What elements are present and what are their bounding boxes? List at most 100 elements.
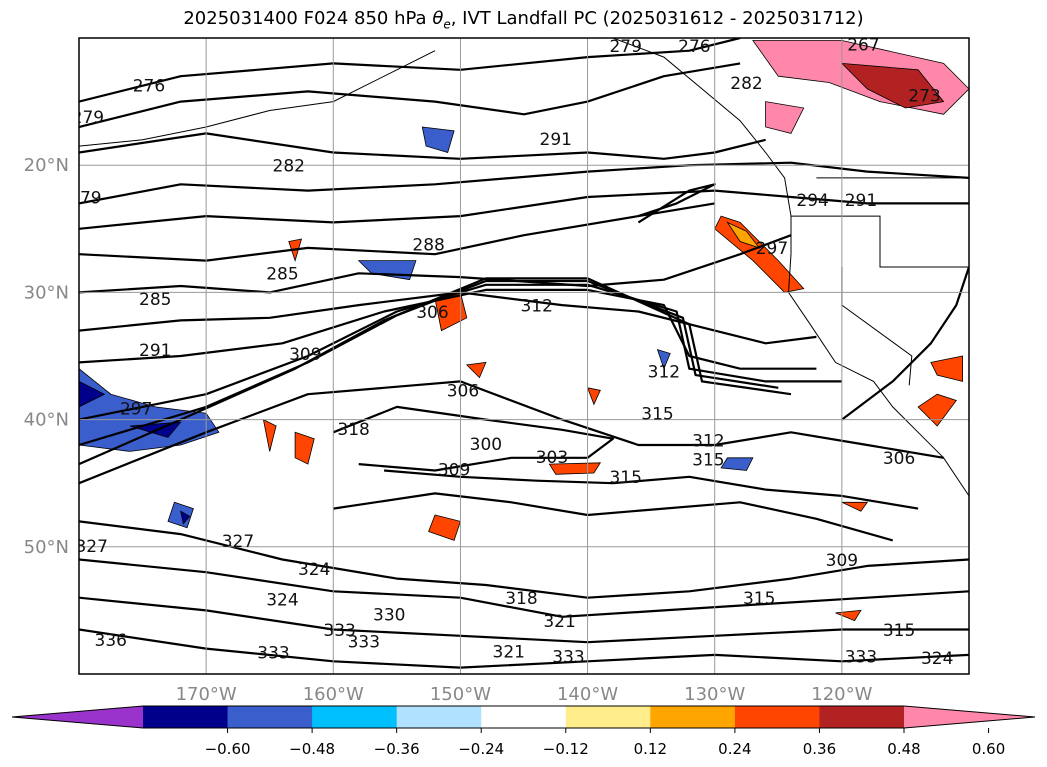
- contour-label: 315: [883, 621, 915, 641]
- colorbar: −0.60 −0.48 −0.36 −0.24 −0.12 0.12 0.24 0.36 0.4…: [11, 705, 1036, 758]
- contour-label: 315: [641, 405, 673, 425]
- contour-label: 321: [543, 612, 575, 632]
- contour-label: 309: [289, 345, 321, 365]
- lon-label: 160°W: [303, 684, 364, 705]
- pc-shading-region: [840, 62, 945, 109]
- colorbar-tick-label: −0.48: [289, 740, 335, 758]
- colorbar-bin: [819, 706, 905, 728]
- pc-shading-region: [79, 368, 220, 452]
- contour-label: 312: [648, 363, 680, 383]
- contour-label: 333: [348, 632, 380, 652]
- lon-label: 130°W: [684, 684, 745, 705]
- coastline: [79, 50, 436, 147]
- theta-symbol: θ: [432, 8, 444, 29]
- lat-label: 30°N: [24, 282, 69, 303]
- pc-shading-region: [720, 457, 754, 471]
- map-frame-background: [79, 38, 969, 674]
- contour-label: 309: [826, 551, 858, 571]
- latitude-labels: 50°N 40°N 30°N 20°N: [24, 155, 69, 558]
- lon-label: 150°W: [430, 684, 491, 705]
- contour-label: 306: [447, 382, 479, 402]
- pc-shading-region: [586, 387, 601, 406]
- colorbar-bin: [143, 706, 229, 728]
- contour-label: 315: [743, 589, 775, 609]
- theta-e-contour: [79, 291, 817, 345]
- contour-label: 327: [75, 537, 107, 557]
- colorbar-tick-label: 0.24: [718, 740, 751, 758]
- pc-shading-region: [79, 380, 106, 408]
- contour-label: 318: [337, 420, 369, 440]
- colorbar-outline: [11, 705, 1036, 729]
- contour-label: 324: [921, 649, 953, 669]
- contour-label: 333: [323, 621, 355, 641]
- graticule: [79, 38, 969, 674]
- contour-label: 333: [552, 648, 584, 668]
- theta-e-contour: [79, 596, 969, 644]
- colorbar-tick-label: 0.36: [803, 740, 836, 758]
- colorbar-bin: [312, 706, 398, 728]
- pc-shading-region: [262, 418, 277, 452]
- contour-label: 300: [470, 435, 502, 455]
- theta-e-contour: [79, 283, 842, 421]
- contour-label: 309: [438, 461, 470, 481]
- colorbar-tick-label: −0.60: [205, 740, 251, 758]
- colorbar-bin: [227, 706, 313, 728]
- contour-labels: 276 282 285 285 288 291 291 291 294 297 297 300 303 3…: [69, 36, 953, 669]
- contour-label: 276: [678, 37, 710, 57]
- contour-label: 312: [520, 296, 552, 316]
- theta-e-contour: [333, 492, 893, 542]
- colorbar-tick-label: 0.48: [887, 740, 920, 758]
- contour-label: 291: [845, 191, 877, 211]
- title-prefix: 2025031400 F024 850 hPa: [183, 8, 433, 29]
- title-suffix: , IVT Landfall PC (2025031612 - 20250317…: [450, 8, 864, 29]
- lon-label: 170°W: [176, 684, 237, 705]
- colorbar-tick-label: −0.36: [374, 740, 420, 758]
- colorbar-bin: [481, 706, 567, 728]
- theta-e-contour: [79, 132, 766, 160]
- pc-shading-region: [841, 501, 869, 512]
- contour-label: 285: [139, 290, 171, 310]
- lat-label: 50°N: [24, 537, 69, 558]
- contour-label: 315: [609, 468, 641, 488]
- theta-subscript: e: [443, 17, 451, 32]
- lat-label: 20°N: [24, 155, 69, 176]
- pc-shading-region: [656, 348, 671, 370]
- colorbar-bin: [734, 706, 820, 728]
- pc-shading-region: [765, 101, 805, 134]
- theta-e-contour: [79, 62, 741, 129]
- contour-label: 282: [730, 74, 762, 94]
- lon-label: 140°W: [557, 684, 618, 705]
- contour-label: 324: [298, 560, 330, 580]
- colorbar-bin: [650, 706, 736, 728]
- contour-label: 330: [373, 606, 405, 626]
- pc-shading-region: [421, 126, 455, 153]
- colorbar-max-extension: [904, 706, 1035, 728]
- lon-label: 120°W: [811, 684, 872, 705]
- contour-label: 321: [493, 642, 525, 662]
- contour-label: 294: [796, 191, 828, 211]
- contour-label: 267: [847, 36, 879, 56]
- pc-shading-region: [930, 355, 963, 382]
- theta-e-contour: [79, 628, 969, 669]
- coastline: [791, 215, 969, 268]
- pc-shading-region: [294, 431, 315, 465]
- contour-label: 324: [266, 590, 298, 610]
- contour-label: 279: [69, 188, 101, 208]
- contour-label: 297: [120, 400, 152, 420]
- contour-label: 327: [222, 532, 254, 552]
- colorbar-tick-label: 0.12: [634, 740, 667, 758]
- pc-shading-region: [180, 510, 191, 525]
- pc-shading-region: [167, 501, 194, 529]
- theta-e-contour: [79, 380, 944, 485]
- theta-e-contour: [79, 277, 792, 466]
- contour-label: 279: [72, 108, 104, 128]
- pc-shading-region: [465, 361, 487, 379]
- contour-label: 276: [133, 76, 165, 96]
- contour-label: 333: [257, 644, 289, 664]
- contour-label: 303: [536, 448, 568, 468]
- contour-label: 291: [139, 341, 171, 361]
- map-title: 2025031400 F024 850 hPa θe, IVT Landfall…: [0, 8, 1047, 32]
- lat-label: 40°N: [24, 410, 69, 431]
- contour-label: 336: [95, 631, 127, 651]
